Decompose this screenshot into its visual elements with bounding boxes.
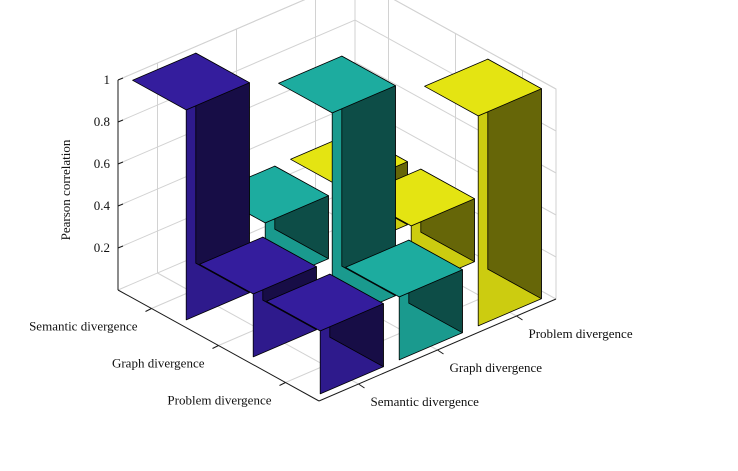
z-axis-label: Pearson correlation: [58, 139, 73, 240]
z-tick: [117, 203, 124, 207]
bar: [357, 168, 475, 290]
row-tick: [212, 345, 219, 349]
bars: [132, 52, 542, 395]
column-category-label: Semantic divergence: [371, 394, 480, 409]
bar-top-face: [345, 239, 463, 298]
row-category-label: Semantic divergence: [29, 319, 138, 334]
labels: 0.2 0.4 0.6 0.8 1 Semantic divergence Graph di…: [29, 72, 633, 409]
axes: [117, 77, 557, 402]
column-category-label: Problem divergence: [529, 326, 633, 341]
column-tick: [358, 383, 365, 389]
bar-top-face: [424, 58, 542, 117]
row-category-label: Graph divergence: [112, 356, 205, 371]
z-tick: [117, 161, 124, 165]
bar: [345, 239, 463, 361]
column-category-label: Graph divergence: [450, 360, 543, 375]
z-tick-label: 1: [104, 72, 111, 87]
column-tick: [437, 349, 444, 355]
z-tick-label: 0.8: [94, 114, 110, 129]
row-tick: [145, 308, 152, 312]
row-tick: [279, 382, 286, 386]
bar-top-face: [199, 236, 317, 295]
bar: [266, 273, 384, 395]
z-tick: [117, 245, 124, 249]
bar-top-face: [266, 273, 384, 332]
bar: [424, 58, 542, 327]
z-tick: [117, 77, 124, 81]
z-tick-label: 0.2: [94, 240, 110, 255]
bar-top-face: [132, 52, 250, 111]
bar: [132, 52, 250, 321]
z-gridline: [117, 0, 557, 90]
z-tick-label: 0.6: [94, 156, 111, 171]
bar-top-face: [278, 55, 396, 114]
row-category-label: Problem divergence: [167, 393, 271, 408]
z-tick-label: 0.4: [94, 198, 111, 213]
column-tick: [516, 315, 523, 321]
z-tick: [117, 119, 124, 123]
